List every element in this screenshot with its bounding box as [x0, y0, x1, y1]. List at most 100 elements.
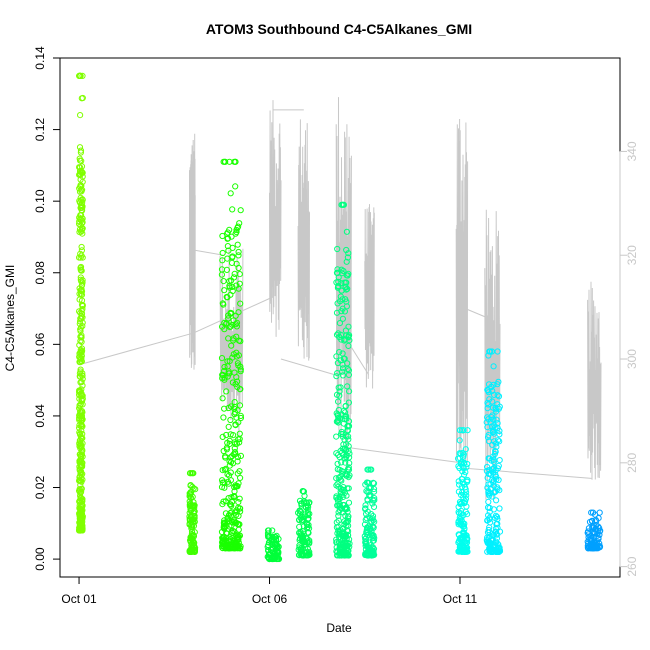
flight-group: [264, 527, 283, 563]
data-point: [344, 360, 351, 367]
data-point: [460, 427, 467, 434]
data-point: [490, 477, 497, 484]
data-point: [342, 459, 349, 466]
data-point: [490, 458, 497, 465]
data-point: [369, 513, 377, 520]
data-point: [336, 503, 343, 510]
data-point: [343, 246, 350, 254]
data-point: [488, 548, 496, 556]
data-point: [335, 398, 342, 405]
data-point: [235, 252, 242, 259]
data-point: [345, 436, 352, 443]
secondary-line: [269, 100, 282, 337]
data-point: [233, 511, 240, 518]
data-point: [229, 287, 236, 295]
data-point: [337, 535, 344, 542]
data-point: [222, 465, 229, 472]
secondary-line: [455, 118, 469, 473]
data-point: [366, 514, 373, 522]
data-point: [233, 228, 240, 236]
data-point: [224, 471, 231, 478]
data-point: [78, 334, 85, 341]
x-axis-label: Date: [326, 621, 352, 635]
data-point: [77, 157, 84, 164]
data-point: [79, 463, 86, 470]
data-point: [335, 330, 342, 337]
data-point: [77, 267, 85, 274]
secondary-connector: [345, 446, 462, 464]
data-point: [589, 509, 597, 516]
data-point: [77, 502, 85, 509]
data-point: [188, 470, 195, 477]
data-point: [590, 524, 597, 531]
data-point: [77, 527, 84, 534]
data-point: [338, 552, 345, 559]
data-point: [232, 440, 239, 447]
data-point: [490, 531, 497, 539]
data-point: [492, 528, 499, 535]
data-point: [237, 300, 244, 307]
data-point: [76, 459, 83, 466]
data-point: [336, 392, 343, 399]
data-point: [493, 548, 500, 556]
data-point: [336, 349, 343, 356]
data-point: [231, 493, 238, 500]
data-point: [237, 366, 244, 373]
data-point: [460, 460, 468, 467]
x-tick-label: Oct 11: [443, 592, 478, 606]
data-point: [304, 529, 311, 536]
data-point: [235, 499, 242, 506]
data-point: [303, 500, 310, 507]
data-point: [336, 501, 343, 508]
data-point: [495, 378, 502, 385]
data-point: [228, 342, 235, 349]
data-point: [221, 466, 228, 473]
data-point: [303, 520, 310, 527]
data-point: [231, 484, 238, 491]
data-point: [493, 443, 500, 450]
data-point: [334, 266, 341, 273]
data-point: [235, 526, 242, 533]
data-point: [368, 532, 376, 539]
flight-group: [295, 488, 313, 559]
data-point: [369, 515, 376, 522]
data-point: [221, 484, 228, 491]
data-point: [237, 414, 244, 422]
data-point: [484, 484, 491, 491]
data-point: [235, 480, 242, 487]
data-point: [340, 267, 347, 275]
data-point: [219, 232, 226, 240]
secondary-line: [335, 97, 352, 470]
data-point: [77, 168, 84, 175]
data-point: [493, 531, 500, 538]
data-point: [79, 72, 86, 80]
flight-group: [76, 72, 86, 534]
data-point: [79, 196, 86, 203]
flight-group: [218, 158, 244, 552]
data-point: [462, 486, 469, 493]
data-point: [585, 528, 592, 535]
data-point: [305, 515, 312, 522]
data-point: [456, 481, 463, 488]
data-point: [344, 505, 351, 512]
data-point: [296, 497, 304, 504]
data-point: [493, 416, 500, 423]
data-point: [302, 503, 309, 510]
data-point: [78, 186, 85, 193]
data-point: [296, 516, 303, 523]
y-axis-label: C4-C5Alkanes_GMI: [3, 265, 17, 372]
y-tick-label: 0.00: [33, 547, 47, 571]
data-point: [459, 522, 466, 529]
data-point: [370, 524, 377, 531]
data-point: [488, 383, 495, 390]
data-point: [237, 338, 244, 345]
data-point: [234, 407, 241, 414]
secondary-connector: [193, 249, 224, 256]
data-point: [76, 144, 84, 151]
y-tick-label: 0.02: [33, 476, 47, 500]
data-point: [484, 463, 491, 471]
data-point: [227, 309, 234, 316]
data-point: [367, 484, 374, 491]
data-point: [226, 458, 233, 465]
data-point: [345, 443, 352, 450]
